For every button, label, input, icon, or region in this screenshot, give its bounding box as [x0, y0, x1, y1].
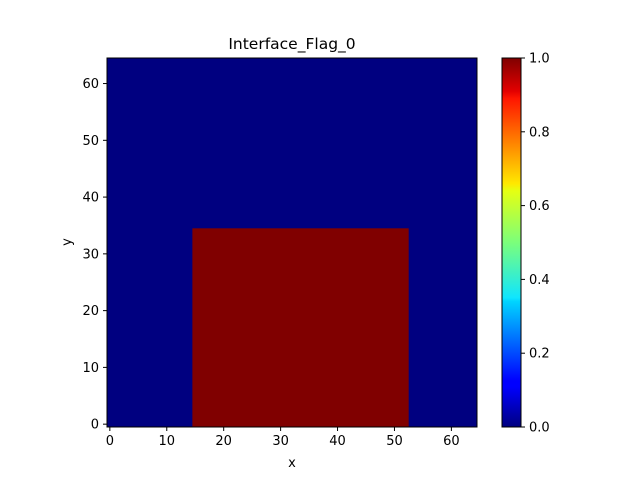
- y-tick-label: 50: [82, 134, 99, 149]
- x-tick-label: 50: [386, 434, 403, 449]
- plot-area: [106, 57, 478, 428]
- colorbar-tick-label: 0.6: [529, 199, 550, 214]
- plot-frame: [106, 57, 478, 428]
- y-tick-label: 0: [91, 418, 99, 433]
- y-axis-label: y: [60, 238, 75, 246]
- x-tick-label: 20: [215, 434, 232, 449]
- colorbar-tick-label: 0.4: [529, 273, 550, 288]
- colorbar: 0.0 0.2 0.4 0.6 0.8 1.0: [501, 52, 550, 436]
- colorbar-tick-label: 0.2: [529, 347, 550, 362]
- y-tick-label: 40: [82, 191, 99, 206]
- x-tick-label: 10: [158, 434, 175, 449]
- y-tick-label: 60: [82, 77, 99, 92]
- colorbar-tick-label: 1.0: [529, 52, 550, 67]
- colorbar-tick-label: 0.8: [529, 125, 550, 140]
- colorbar-tick-label: 0.0: [529, 421, 550, 436]
- x-axis: 0 10 20 30 40 50 60: [106, 427, 460, 449]
- x-tick-label: 0: [106, 434, 114, 449]
- y-tick-label: 10: [82, 361, 99, 376]
- chart-title: Interface_Flag_0: [228, 35, 355, 54]
- x-tick-label: 60: [443, 434, 460, 449]
- heatmap-region-0: [192, 228, 409, 427]
- y-axis: 0 10 20 30 40 50 60: [82, 77, 107, 433]
- x-tick-label: 30: [272, 434, 289, 449]
- x-tick-label: 40: [329, 434, 346, 449]
- colorbar-gradient: [501, 57, 522, 428]
- x-axis-label: x: [288, 456, 296, 471]
- y-tick-label: 20: [82, 304, 99, 319]
- y-tick-label: 30: [82, 247, 99, 262]
